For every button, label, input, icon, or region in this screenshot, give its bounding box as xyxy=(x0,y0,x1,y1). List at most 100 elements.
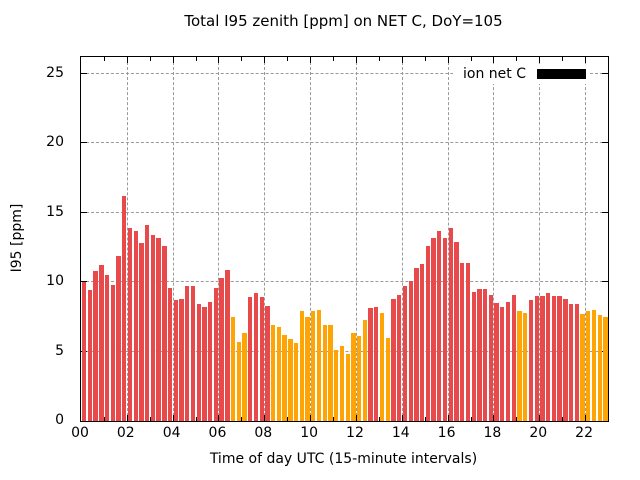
y-tick-mark xyxy=(81,142,87,144)
bar xyxy=(334,350,339,421)
x-gridline xyxy=(310,57,312,421)
x-tick-mark xyxy=(333,417,335,421)
bar xyxy=(288,339,293,421)
bar xyxy=(196,304,201,421)
x-tick-mark xyxy=(355,415,357,421)
y-tick-mark xyxy=(81,281,87,283)
x-tick-mark xyxy=(424,57,426,61)
x-tick-mark xyxy=(562,57,564,61)
x-tick-mark xyxy=(172,415,174,421)
x-tick-mark xyxy=(241,417,243,421)
x-tick-mark xyxy=(516,417,518,421)
bar xyxy=(511,294,516,421)
bar xyxy=(505,301,511,421)
x-tick-label: 18 xyxy=(483,425,502,441)
bar xyxy=(580,314,585,421)
bar xyxy=(179,298,184,421)
x-tick-mark xyxy=(287,57,289,61)
bar xyxy=(351,333,356,421)
bar xyxy=(545,293,551,421)
bar xyxy=(500,307,505,421)
bar xyxy=(408,280,413,421)
bar xyxy=(127,227,133,421)
bar xyxy=(517,311,522,421)
y-gridline xyxy=(81,350,608,352)
bar xyxy=(385,337,390,421)
bar xyxy=(173,300,178,421)
x-tick-label: 08 xyxy=(254,425,273,441)
bar xyxy=(551,295,557,421)
x-gridline xyxy=(539,57,541,421)
x-gridline xyxy=(218,57,220,421)
bar xyxy=(419,264,425,421)
bar xyxy=(156,237,161,421)
x-tick-mark xyxy=(218,57,220,63)
x-tick-mark xyxy=(149,57,151,61)
y-gridline xyxy=(81,211,608,213)
bar xyxy=(574,304,579,421)
x-tick-mark xyxy=(516,57,518,61)
bar xyxy=(122,195,127,421)
y-tick-mark xyxy=(81,72,87,74)
bar xyxy=(563,298,568,421)
x-tick-mark xyxy=(562,417,564,421)
bar xyxy=(202,307,207,421)
bar xyxy=(293,343,299,421)
bar xyxy=(93,270,98,421)
bar xyxy=(305,316,310,421)
bar xyxy=(316,309,322,421)
x-tick-label: 12 xyxy=(346,425,364,441)
bar xyxy=(397,294,402,421)
bar xyxy=(110,284,115,421)
x-tick-mark xyxy=(401,57,403,63)
bar xyxy=(82,282,87,421)
bar xyxy=(185,286,190,421)
bar xyxy=(208,301,213,421)
x-tick-mark xyxy=(149,417,151,421)
x-axis-label: Time of day UTC (15-minute intervals) xyxy=(209,451,478,467)
x-tick-mark xyxy=(493,415,495,421)
y-tick-label: 0 xyxy=(55,412,64,428)
bar xyxy=(339,345,345,421)
x-tick-mark xyxy=(585,57,587,63)
x-tick-mark xyxy=(447,57,449,63)
bar xyxy=(116,255,121,421)
x-tick-mark xyxy=(333,57,335,61)
bar xyxy=(586,311,591,421)
x-gridline xyxy=(172,57,174,421)
x-tick-label: 20 xyxy=(529,425,548,441)
bar xyxy=(591,309,597,421)
x-tick-mark xyxy=(470,417,472,421)
bar xyxy=(603,316,608,421)
legend: ion net C xyxy=(453,64,588,84)
bar xyxy=(99,265,104,421)
y-tick-mark xyxy=(602,211,608,213)
bar xyxy=(448,227,453,421)
bar xyxy=(402,286,408,421)
x-tick-mark xyxy=(539,57,541,63)
x-tick-mark xyxy=(264,415,266,421)
bar xyxy=(568,304,574,421)
x-tick-label: 04 xyxy=(162,425,181,441)
x-tick-label: 22 xyxy=(575,425,593,441)
bar xyxy=(379,312,385,421)
x-tick-mark xyxy=(470,57,472,61)
x-tick-mark xyxy=(103,417,105,421)
x-tick-mark xyxy=(355,57,357,63)
bar xyxy=(104,275,110,421)
x-gridline xyxy=(585,57,587,421)
bar xyxy=(540,295,545,421)
bar xyxy=(328,325,333,421)
bar xyxy=(494,302,499,421)
bar xyxy=(482,289,488,421)
bar xyxy=(471,291,476,421)
bar xyxy=(437,230,442,421)
x-tick-mark xyxy=(218,415,220,421)
y-tick-labels: 0 5 10 15 20 25 xyxy=(0,56,72,428)
x-tick-mark xyxy=(195,57,197,61)
x-tick-mark xyxy=(378,417,380,421)
bar xyxy=(414,268,419,421)
x-tick-mark xyxy=(126,57,128,63)
y-tick-mark xyxy=(81,211,87,213)
